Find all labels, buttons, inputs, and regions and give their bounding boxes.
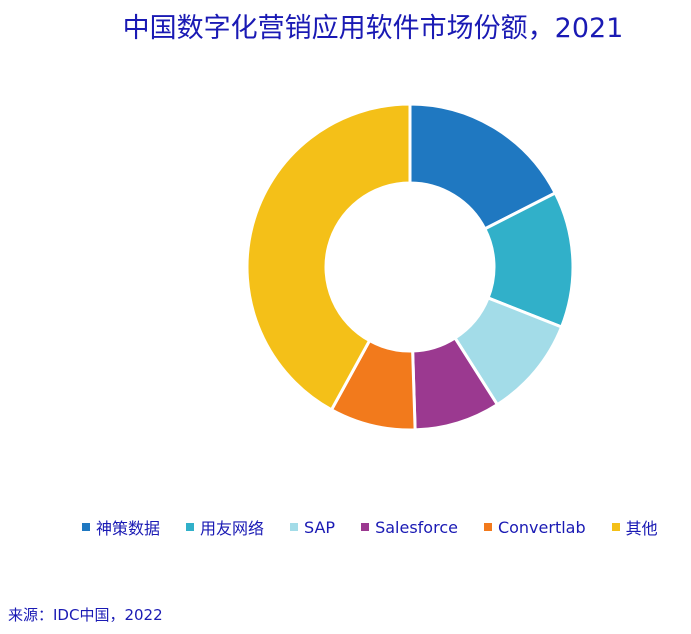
chart-title: 中国数字化营销应用软件市场份额，2021	[122, 13, 624, 44]
legend-label: 用友网络	[200, 519, 265, 538]
legend-item: Convertlab	[483, 517, 586, 537]
legend-swatch	[186, 523, 195, 531]
source-note: 来源：IDC中国，2022	[8, 606, 163, 624]
legend-swatch	[290, 523, 299, 531]
legend-swatch	[82, 523, 90, 531]
legend-item: SAP	[290, 518, 335, 537]
legend-label: Salesforce	[375, 517, 458, 537]
legend-label: 神策数据	[96, 519, 161, 538]
legend-label: Convertlab	[497, 517, 586, 537]
legend-label: SAP	[304, 517, 336, 537]
donut-slice-6	[245, 102, 412, 412]
legend-item: 用友网络	[186, 515, 264, 539]
legend-item: Salesforce	[361, 518, 458, 537]
legend-item: 神策数据	[82, 515, 160, 539]
legend-swatch	[483, 523, 492, 531]
legend-swatch	[611, 523, 620, 531]
legend-item: 其他	[611, 515, 658, 539]
legend-label: 其他	[625, 519, 658, 538]
legend-swatch	[361, 523, 370, 531]
chart-legend: 神策数据 用友网络 SAP Salesforce Convertlab 其他	[82, 515, 658, 539]
